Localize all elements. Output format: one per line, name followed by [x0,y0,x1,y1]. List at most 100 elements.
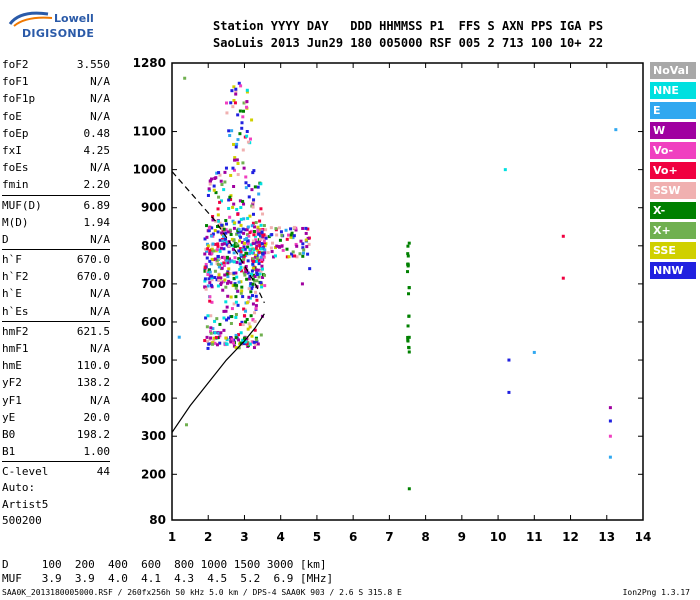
echo-point [254,253,258,257]
echo-point [217,171,221,175]
echo-point [235,275,239,279]
echo-point [211,232,215,236]
echo-point [207,187,211,191]
echo-point [244,270,248,274]
echo-point [406,264,410,268]
param-row: hmF2 621.5 [2,323,110,340]
x-tick-label: 5 [313,530,321,544]
echo-point [230,89,234,93]
echo-point [235,207,239,211]
echo-point [255,273,259,277]
echo-point [208,259,212,263]
echo-point [232,98,236,102]
echo-point [258,219,262,223]
echo-point [407,487,411,491]
echo-point [267,235,271,239]
echo-point [203,339,207,343]
echo-point [237,338,241,342]
echo-point [229,198,233,202]
echo-point [225,101,229,105]
echo-point [224,336,228,340]
echo-point [215,258,219,262]
echo-point [277,226,281,230]
echo-point [212,188,216,192]
echo-point [225,222,229,226]
echo-point [256,225,260,229]
auto-label: Auto: [2,481,36,494]
echo-point [242,217,246,221]
echo-point [245,90,249,94]
echo-point [407,241,411,245]
echo-point [204,316,208,320]
echo-point [209,262,213,266]
echo-point [228,134,232,138]
echo-point [226,275,230,279]
echo-point [224,219,228,223]
echo-point [234,300,238,304]
echo-point [210,278,214,282]
echo-point [229,194,233,198]
echo-point [248,231,252,235]
echo-point [224,166,228,170]
echo-point [223,273,227,277]
echo-point [236,173,240,177]
echo-point [210,276,214,280]
echo-point [251,242,255,246]
echo-point [301,242,305,246]
echo-point [213,229,217,233]
echo-point [235,232,239,236]
logo-swoosh-icon [8,11,53,27]
param-row: fmin 2.20 [2,176,110,193]
echo-point [263,273,267,277]
param-row: h`Es N/A [2,303,110,320]
echo-point [241,227,245,231]
echo-point [280,244,284,248]
param-name: MUF(D) [2,198,42,212]
echo-point [254,268,258,272]
echo-point [242,257,246,261]
echo-point [248,325,252,329]
echo-point [260,228,264,232]
echo-point [245,317,249,321]
y-tick-label: 300 [141,429,166,443]
echo-point [234,295,238,299]
echo-point [248,284,252,288]
param-name: yF2 [2,376,22,390]
param-name: M(D) [2,215,29,229]
echo-point [253,255,257,259]
legend-item: NNW [650,262,696,279]
echo-point [230,259,234,263]
echo-point [222,316,226,320]
echo-point [251,171,255,175]
echo-point [246,239,250,243]
echo-point [239,223,243,227]
echo-point [299,239,303,243]
echo-point [252,273,256,277]
echo-point [216,219,220,223]
echo-point [289,233,293,237]
echo-point [301,246,305,250]
echo-point [307,242,311,246]
echo-point [228,228,232,232]
echo-point [259,207,263,211]
legend-item: SSE [650,242,696,259]
echo-point [234,312,238,316]
echo-point [245,88,249,92]
echo-point [213,242,217,246]
param-name: D [2,232,9,246]
echo-point [240,320,244,324]
echo-point [218,256,222,260]
param-name: h`Es [2,304,29,318]
param-name: h`F2 [2,270,29,284]
param-separator [2,194,110,196]
echo-point [250,269,254,273]
echo-point [206,244,210,248]
echo-point [222,328,226,332]
echo-point [262,242,266,246]
echo-point [204,262,208,266]
echo-point [218,341,222,345]
echo-point [259,247,263,251]
echo-point [217,273,221,277]
param-value: 0.48 [83,126,111,140]
param-name: yF1 [2,393,22,407]
